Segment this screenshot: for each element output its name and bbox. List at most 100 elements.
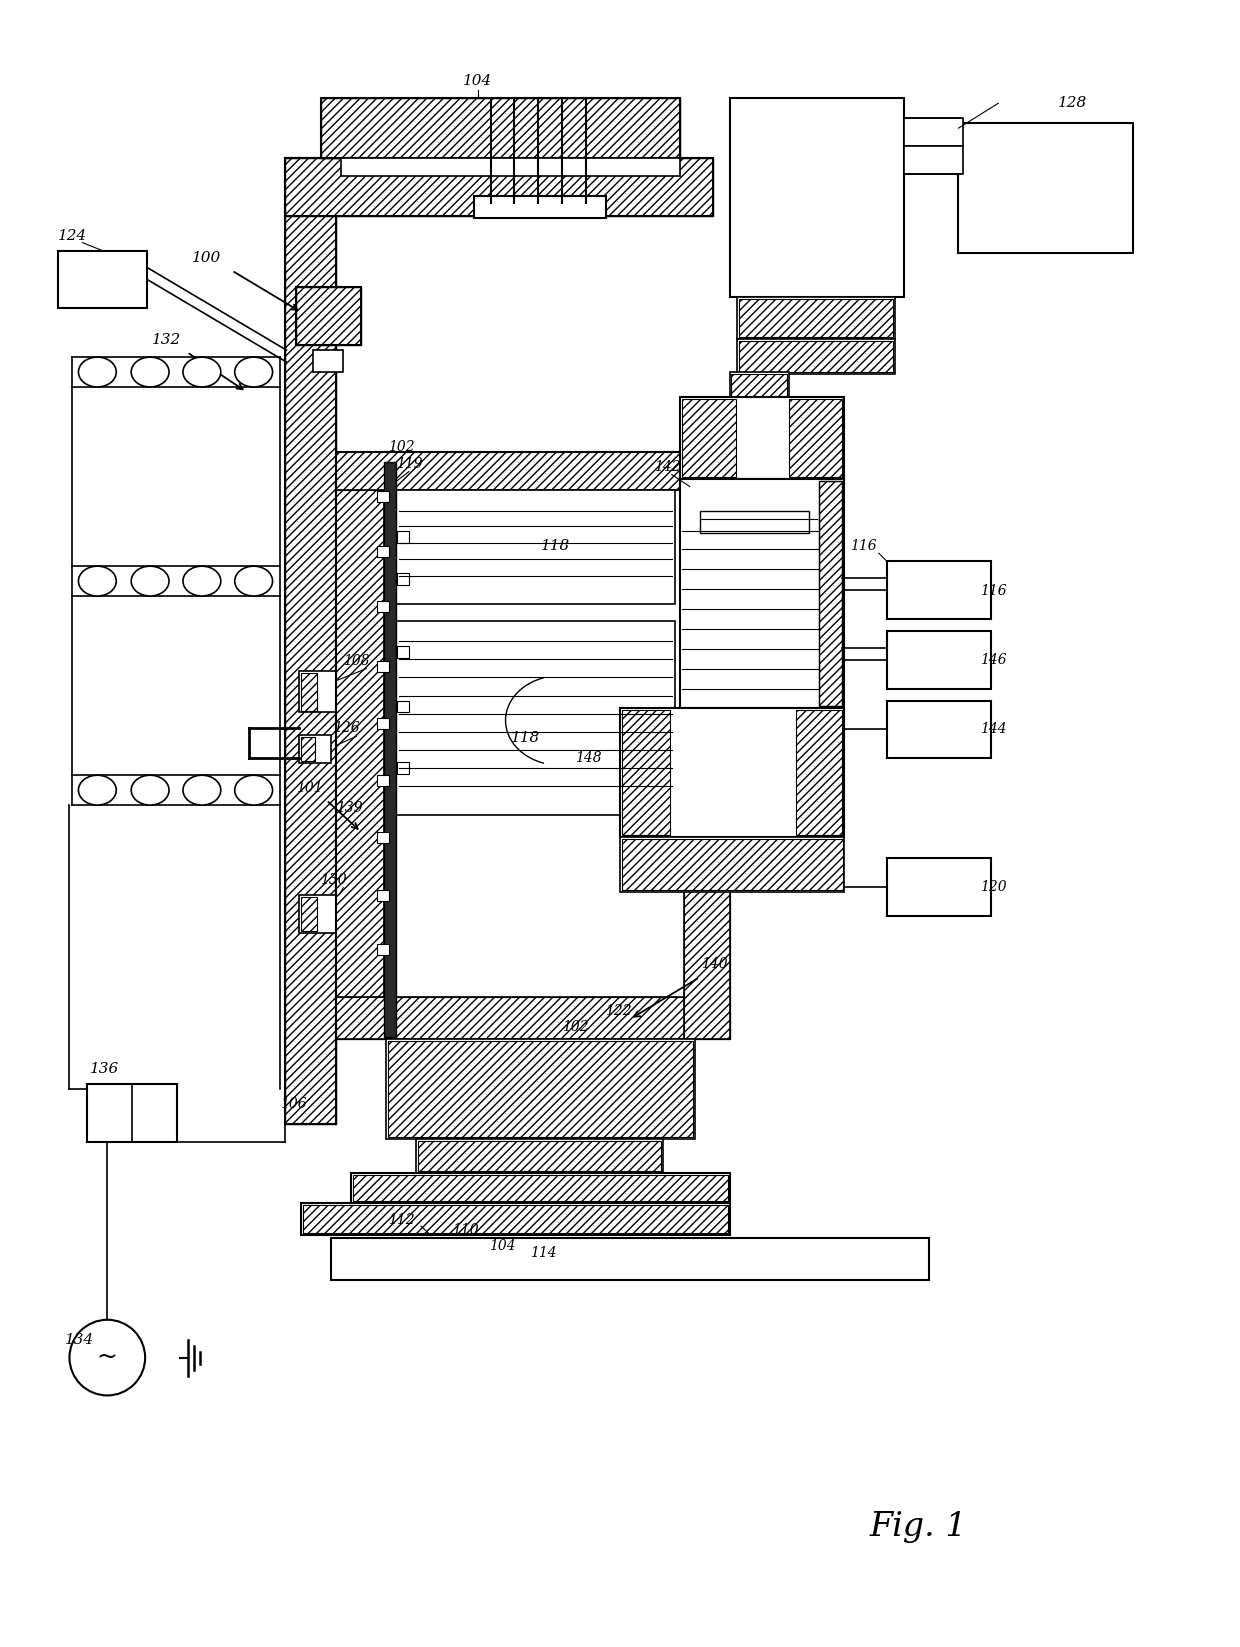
Bar <box>680 397 844 479</box>
Bar <box>301 672 317 710</box>
Text: 130: 130 <box>320 873 347 886</box>
Bar <box>353 1176 728 1201</box>
Ellipse shape <box>184 567 221 596</box>
Bar <box>683 451 729 1039</box>
Bar <box>304 1206 728 1234</box>
Bar <box>820 481 842 705</box>
Bar <box>396 621 675 815</box>
Text: 106: 106 <box>279 1097 306 1110</box>
Text: 114: 114 <box>529 1247 557 1260</box>
Bar <box>397 573 409 585</box>
Bar <box>377 776 389 786</box>
Bar <box>336 451 729 489</box>
Text: 139: 139 <box>336 800 362 815</box>
Bar <box>887 631 991 688</box>
Bar <box>296 288 361 346</box>
Bar <box>301 738 315 761</box>
Ellipse shape <box>131 776 169 805</box>
Text: 118: 118 <box>541 539 570 553</box>
Text: 101: 101 <box>296 781 322 796</box>
Bar <box>738 298 895 339</box>
Bar <box>314 351 343 372</box>
Text: 128: 128 <box>1058 96 1087 110</box>
Text: 104: 104 <box>463 74 492 89</box>
Text: Fig. 1: Fig. 1 <box>869 1510 967 1543</box>
Bar <box>301 1204 729 1235</box>
Ellipse shape <box>234 776 273 805</box>
Bar <box>331 1239 929 1280</box>
Bar <box>622 838 843 889</box>
Bar <box>474 196 606 217</box>
Bar <box>377 832 389 843</box>
Text: 104: 104 <box>490 1239 516 1253</box>
Bar <box>739 300 893 338</box>
Bar <box>397 646 409 657</box>
Bar <box>377 889 389 901</box>
Text: 132: 132 <box>153 333 182 348</box>
Bar <box>386 1039 694 1138</box>
Bar <box>789 399 842 476</box>
Bar <box>284 158 336 1123</box>
Text: 116: 116 <box>980 585 1007 598</box>
Bar <box>321 99 680 158</box>
Bar <box>959 124 1132 252</box>
Bar <box>887 858 991 916</box>
Bar <box>377 601 389 613</box>
Bar <box>336 996 729 1039</box>
Bar <box>284 158 336 1123</box>
Text: 118: 118 <box>511 731 541 746</box>
Bar <box>336 451 384 1039</box>
Text: 100: 100 <box>192 250 222 265</box>
Bar <box>683 451 729 1039</box>
Bar <box>397 700 409 713</box>
Bar <box>887 562 991 619</box>
Bar <box>351 1173 729 1204</box>
Ellipse shape <box>131 567 169 596</box>
Bar <box>620 708 844 837</box>
Bar <box>336 996 729 1039</box>
Text: 116: 116 <box>851 539 877 553</box>
Bar <box>738 339 895 374</box>
Bar <box>284 158 713 216</box>
Bar <box>388 1041 693 1136</box>
Ellipse shape <box>78 567 117 596</box>
Bar <box>384 461 396 1038</box>
Bar <box>418 1141 661 1171</box>
Text: 112: 112 <box>388 1214 414 1227</box>
Bar <box>682 399 737 476</box>
Bar <box>299 670 337 713</box>
Bar <box>377 944 389 955</box>
Text: 102: 102 <box>388 440 414 453</box>
Bar <box>299 736 331 763</box>
Circle shape <box>69 1319 145 1395</box>
Text: 124: 124 <box>57 229 87 242</box>
Ellipse shape <box>78 776 117 805</box>
Bar <box>397 763 409 774</box>
Bar <box>620 837 844 891</box>
Ellipse shape <box>184 357 221 387</box>
Ellipse shape <box>234 357 273 387</box>
Text: 136: 136 <box>91 1062 119 1075</box>
Ellipse shape <box>184 776 221 805</box>
Bar <box>377 718 389 730</box>
Bar <box>299 894 337 932</box>
Bar <box>729 99 904 298</box>
Bar <box>336 451 729 489</box>
Bar <box>904 119 963 147</box>
Bar <box>622 710 670 835</box>
Bar <box>377 491 389 502</box>
Bar <box>887 700 991 758</box>
Text: 144: 144 <box>980 723 1007 736</box>
Bar <box>732 374 787 400</box>
Bar <box>377 547 389 557</box>
Ellipse shape <box>78 357 117 387</box>
Bar <box>284 158 713 216</box>
Bar <box>336 451 729 1039</box>
Bar <box>341 158 680 176</box>
Ellipse shape <box>234 567 273 596</box>
Bar <box>57 250 148 308</box>
Text: 122: 122 <box>605 1005 631 1018</box>
Bar <box>820 481 842 705</box>
Text: 110: 110 <box>453 1224 479 1237</box>
Ellipse shape <box>131 357 169 387</box>
